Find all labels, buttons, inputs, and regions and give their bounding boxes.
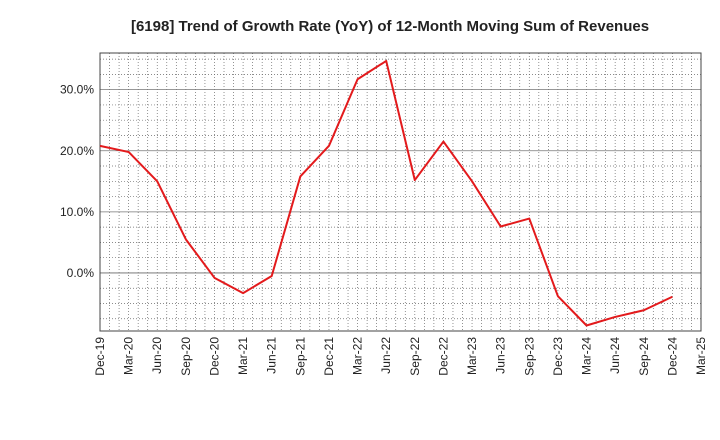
x-tick-label: Dec-22 [436,337,450,376]
x-tick-label: Mar-24 [580,337,594,375]
plot-border [99,52,702,332]
y-tick-label: 0.0% [67,266,95,280]
x-tick-label: Mar-23 [465,337,479,375]
x-tick-label: Dec-20 [207,337,221,376]
x-tick-label: Sep-23 [522,337,536,376]
x-tick-label: Jun-21 [265,337,279,374]
plot-area: 0.0% 10.0% 20.0% 30.0% Dec-19 Mar-20 Jun-20 Sep… [60,52,708,376]
x-tick-label: Jun-24 [608,337,622,374]
x-tick-label: Jun-20 [150,337,164,374]
x-tick-label: Dec-23 [551,337,565,376]
x-tick-label: Mar-20 [122,337,136,375]
x-tick-label: Mar-25 [694,337,708,375]
chart-title: [6198] Trend of Growth Rate (YoY) of 12-… [131,18,649,35]
y-tick-label: 20.0% [60,144,94,158]
y-tick-label: 10.0% [60,205,94,219]
x-tick-label: Sep-21 [293,337,307,376]
x-tick-label: Sep-24 [637,337,651,376]
x-tick-label: Dec-21 [322,337,336,376]
x-tick-label: Sep-22 [408,337,422,376]
x-tick-label: Mar-21 [236,337,250,375]
x-tick-label: Dec-24 [665,337,679,376]
x-tick-label: Sep-20 [179,337,193,376]
x-tick-label: Dec-19 [93,337,107,376]
plot-background [100,53,701,331]
x-tick-label: Mar-22 [351,337,365,375]
series-line [99,59,673,327]
x-tick-label: Jun-22 [379,337,393,374]
x-tick-label: Jun-23 [494,337,508,374]
y-tick-label: 30.0% [60,83,94,97]
